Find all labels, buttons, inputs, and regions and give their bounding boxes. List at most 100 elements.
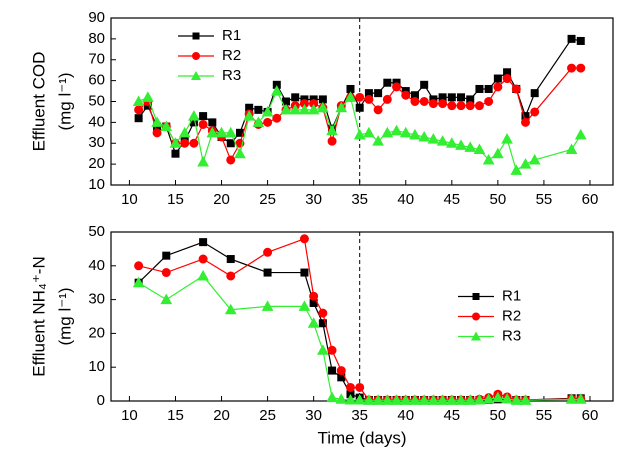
marker (363, 126, 375, 138)
marker (326, 391, 338, 403)
legend-marker (191, 71, 201, 80)
x-tick-label: 35 (351, 407, 368, 424)
marker (307, 317, 320, 328)
y-tick-label: 20 (88, 155, 105, 172)
marker (493, 74, 502, 83)
legend-marker (472, 293, 480, 300)
marker (152, 128, 162, 138)
marker (307, 103, 320, 115)
marker (364, 94, 374, 104)
marker (574, 128, 587, 140)
marker (309, 291, 319, 301)
marker (180, 138, 190, 148)
y-tick-label: 40 (88, 113, 105, 130)
x-tick-label: 25 (259, 191, 276, 208)
x-tick-label: 45 (443, 191, 460, 208)
marker (162, 251, 171, 260)
x-tick-label: 60 (582, 407, 599, 424)
marker (355, 382, 365, 392)
marker (171, 149, 180, 158)
marker (565, 143, 578, 155)
marker (372, 135, 384, 146)
marker (409, 394, 421, 405)
legend-label: R2 (502, 307, 521, 324)
marker (198, 119, 208, 129)
marker (234, 147, 246, 159)
y-tick-label: 70 (88, 51, 105, 68)
marker (226, 271, 236, 281)
marker (355, 103, 364, 112)
marker (392, 82, 402, 92)
marker (510, 394, 523, 405)
x-tick-label: 10 (121, 191, 138, 208)
marker (261, 105, 274, 117)
marker (410, 97, 420, 106)
marker (501, 133, 513, 144)
marker (372, 394, 384, 405)
marker (141, 91, 154, 102)
marker (399, 126, 412, 138)
x-tick-label: 10 (121, 407, 138, 424)
marker (484, 97, 494, 106)
marker (438, 99, 448, 109)
marker (492, 147, 504, 159)
legend-marker (471, 331, 481, 341)
y-tick-label: 20 (88, 324, 105, 341)
marker (328, 366, 337, 375)
marker (482, 153, 495, 165)
x-tick-label: 15 (167, 191, 184, 208)
y-axis-label: Effluent NH₄⁺-N (29, 256, 48, 376)
y-tick-label: 40 (88, 257, 105, 274)
marker (484, 84, 493, 93)
marker (445, 394, 458, 405)
marker (336, 366, 346, 376)
marker (298, 103, 311, 115)
y-tick-label: 30 (88, 134, 105, 151)
y-tick-label: 30 (88, 291, 105, 308)
marker (510, 164, 523, 175)
marker (318, 308, 328, 318)
x-tick-label: 15 (167, 407, 184, 424)
x-tick-label: 25 (259, 407, 276, 424)
marker (473, 393, 486, 405)
marker (455, 139, 467, 150)
legend-label: R1 (502, 287, 521, 304)
marker (455, 394, 467, 405)
marker (160, 120, 173, 132)
marker (418, 130, 431, 142)
x-tick-label: 45 (443, 407, 460, 424)
marker (198, 254, 208, 264)
x-tick-label: 20 (213, 191, 230, 208)
marker (199, 238, 208, 247)
legend-label: R3 (222, 67, 241, 84)
marker (447, 93, 456, 102)
marker (272, 113, 282, 123)
marker (493, 82, 503, 92)
marker (226, 155, 236, 165)
x-tick-label: 55 (536, 191, 553, 208)
y-axis-label: Effluent COD (29, 52, 48, 152)
marker (335, 393, 348, 404)
marker (317, 344, 329, 355)
x-axis-label: Time (days) (317, 428, 406, 447)
marker (390, 394, 403, 405)
marker (418, 394, 431, 405)
x-tick-label: 40 (397, 191, 414, 208)
marker (373, 105, 383, 115)
marker (134, 261, 144, 271)
marker (280, 103, 292, 115)
marker (427, 133, 440, 144)
marker (530, 89, 539, 98)
marker (243, 110, 256, 121)
marker (409, 128, 421, 140)
marker (208, 118, 217, 127)
marker (363, 394, 375, 405)
marker (160, 293, 173, 305)
plot-frame (110, 231, 614, 402)
marker (226, 139, 235, 148)
marker (457, 93, 466, 102)
marker (528, 153, 541, 165)
y-tick-label: 50 (88, 92, 105, 109)
marker (383, 78, 392, 87)
marker (134, 114, 143, 123)
